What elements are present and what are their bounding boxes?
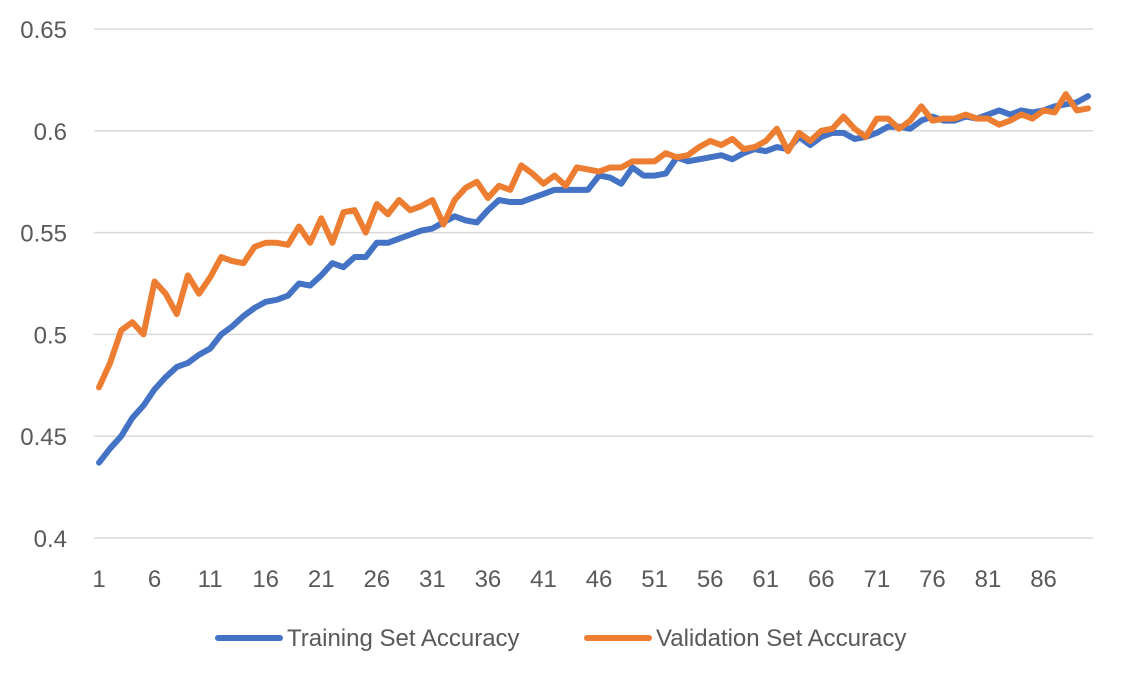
x-tick-label: 81: [975, 566, 1002, 593]
series-line-training: [96, 93, 1091, 466]
y-tick-label: 0.65: [20, 17, 67, 44]
y-tick-label: 0.55: [20, 221, 67, 248]
x-tick-label: 61: [752, 566, 779, 593]
x-tick-label: 16: [252, 566, 279, 593]
x-tick-label: 31: [419, 566, 446, 593]
y-axis-tick-labels: 0.4 0.45 0.5 0.55 0.6 0.65: [20, 17, 67, 553]
x-tick-label: 76: [919, 566, 946, 593]
x-tick-label: 46: [586, 566, 613, 593]
x-tick-label: 21: [308, 566, 335, 593]
x-tick-label: 6: [148, 566, 161, 593]
y-tick-label: 0.4: [34, 526, 67, 553]
gridlines: [94, 28, 1093, 539]
legend-label-training: Training Set Accuracy: [287, 625, 520, 652]
x-tick-label: 71: [864, 566, 891, 593]
series-line-validation: [96, 91, 1091, 391]
x-tick-label: 56: [697, 566, 724, 593]
x-axis-tick-labels: 1 6 11 16 21 26 31 36 41 46 51 56 61 66 71 76 81 86: [92, 566, 1057, 593]
series-lines: [96, 91, 1091, 466]
legend-label-validation: Validation Set Accuracy: [656, 625, 906, 652]
x-tick-label: 36: [475, 566, 502, 593]
x-tick-label: 11: [198, 566, 223, 593]
x-tick-label: 26: [363, 566, 390, 593]
x-tick-label: 51: [641, 566, 668, 593]
y-tick-label: 0.5: [34, 322, 67, 349]
y-tick-label: 0.45: [20, 424, 67, 451]
y-tick-label: 0.6: [34, 119, 67, 146]
x-tick-label: 86: [1030, 566, 1057, 593]
x-tick-label: 1: [92, 566, 105, 593]
legend: Training Set Accuracy Validation Set Acc…: [215, 625, 906, 652]
x-tick-label: 41: [530, 566, 557, 593]
x-tick-label: 66: [808, 566, 835, 593]
